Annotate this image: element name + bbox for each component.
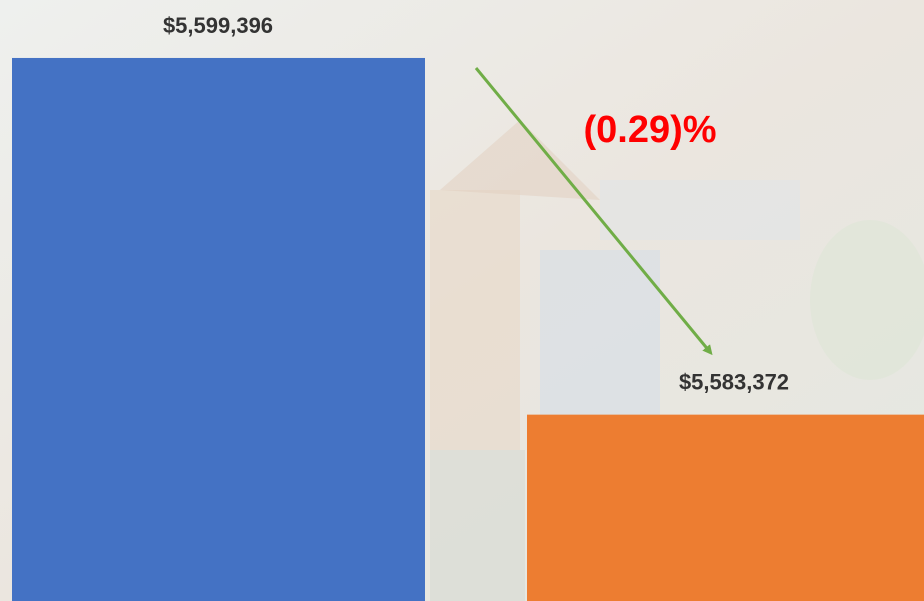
chart: $5,599,396 $5,583,372 (0.29)%	[0, 0, 924, 601]
bar	[12, 58, 425, 601]
change-annotation: (0.29)%	[583, 109, 716, 151]
value-label: $5,583,372	[679, 369, 789, 394]
value-label: $5,599,396	[163, 13, 273, 38]
page: $5,599,396$5,583,372(0.29)% (() => { con…	[0, 0, 924, 601]
bar	[527, 415, 924, 601]
